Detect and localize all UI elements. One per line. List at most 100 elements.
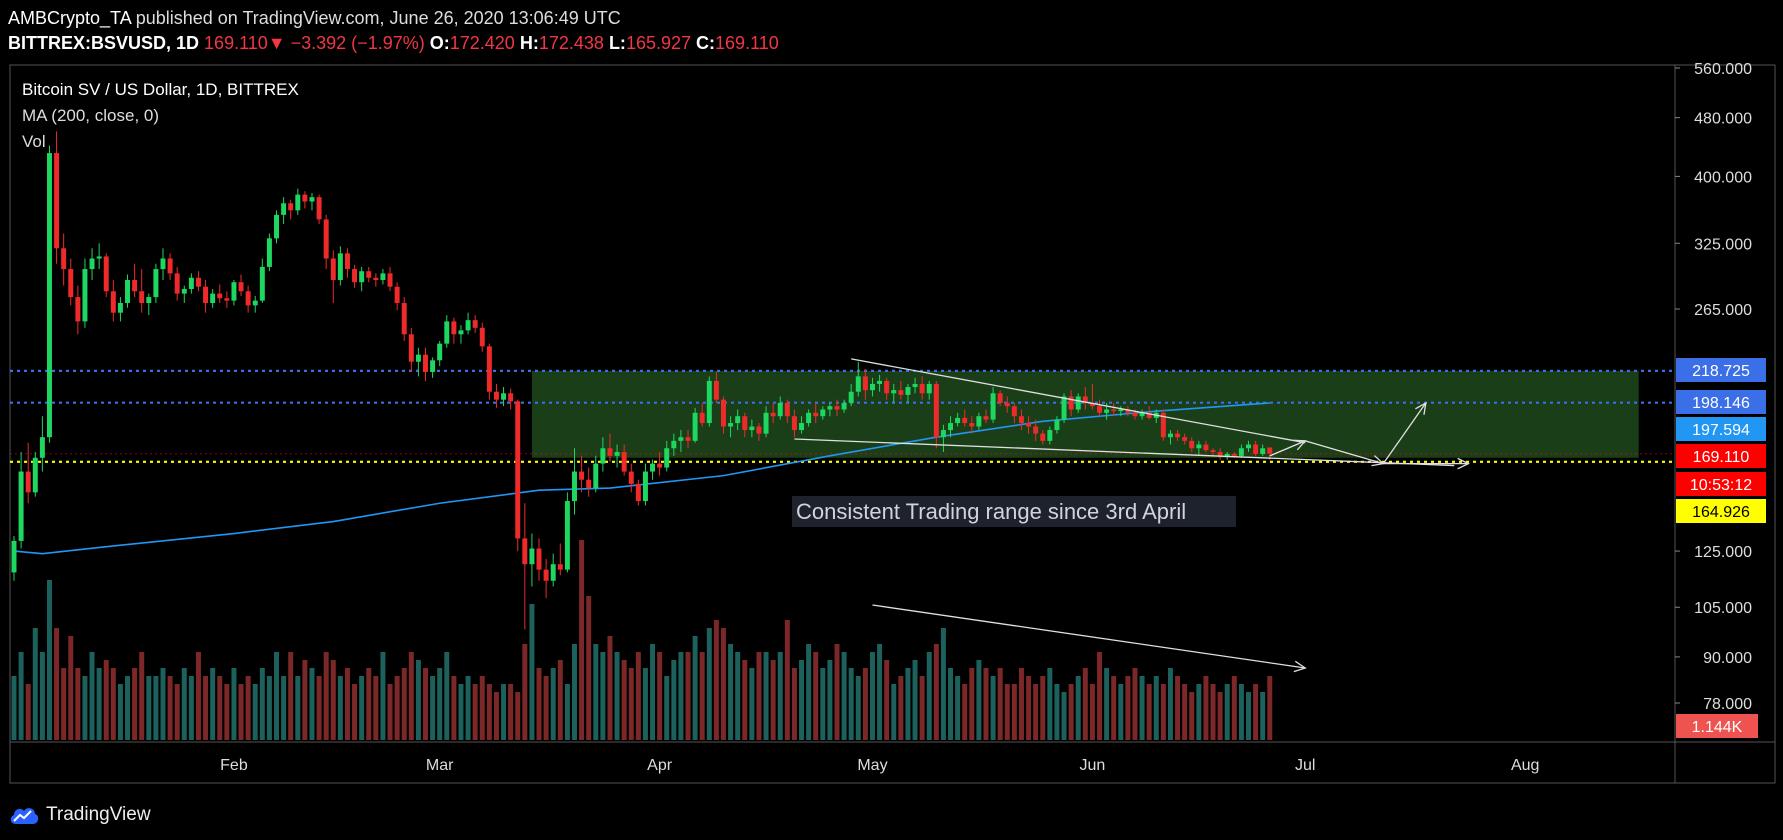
volume-bar	[352, 684, 358, 740]
price-label-1: 198.146	[1692, 395, 1750, 412]
candle-body	[238, 282, 244, 292]
trading-range-zone[interactable]	[531, 370, 1639, 458]
candle-body	[1210, 450, 1216, 453]
legend-ma[interactable]: MA (200, close, 0)	[22, 106, 159, 125]
candle	[146, 293, 152, 316]
candle	[295, 188, 301, 215]
legend-vol[interactable]: Vol	[22, 132, 46, 151]
volume-bar	[203, 676, 209, 740]
volume-bar	[536, 668, 542, 740]
volume-bar	[1097, 652, 1102, 740]
candle-body	[125, 279, 131, 304]
symbol-label[interactable]: BITTREX:BSVUSD, 1D	[8, 33, 200, 53]
candle	[564, 492, 570, 573]
candle-body	[1260, 448, 1266, 454]
open-value: 172.420	[449, 33, 515, 53]
volume-bar	[1111, 676, 1117, 740]
candle	[316, 194, 322, 225]
volume-bar	[706, 628, 712, 740]
candle	[1196, 440, 1202, 456]
price-tick-label: 400.000	[1694, 169, 1752, 186]
volume-bar	[1196, 684, 1202, 740]
candle-body	[905, 387, 911, 395]
tradingview-brand[interactable]: TradingView	[46, 804, 151, 825]
volume-bar	[32, 628, 38, 740]
volume-bar	[387, 684, 393, 740]
candle	[557, 543, 563, 576]
volume-bar	[18, 652, 24, 740]
time-tick-label: Apr	[647, 757, 673, 774]
candle	[252, 295, 258, 313]
annotation-box[interactable]: Consistent Trading range since 3rd April	[792, 496, 1236, 527]
volume-bar	[359, 676, 365, 740]
candle-body	[586, 479, 592, 489]
price-chart[interactable]: 560.000 480.000 400.000 325.000 265.000 125.0…	[0, 0, 1783, 800]
candle	[423, 347, 428, 381]
candle-body	[323, 219, 329, 259]
candle-body	[1068, 396, 1074, 410]
candle	[770, 402, 776, 424]
candle-body	[1217, 452, 1223, 456]
candle	[713, 371, 719, 403]
candle	[1082, 387, 1088, 410]
candle-body	[1061, 396, 1067, 420]
volume-bar	[664, 676, 670, 740]
candle-body	[536, 548, 542, 570]
volume-bar	[46, 580, 52, 740]
candle	[579, 455, 585, 493]
candle-body	[1004, 402, 1010, 407]
volume-bar	[749, 668, 755, 740]
chart-header: AMBCrypto_TA published on TradingView.co…	[8, 6, 1775, 56]
candle	[763, 406, 769, 438]
candle-body	[820, 409, 826, 417]
candle-body	[103, 256, 109, 292]
candle	[940, 424, 946, 453]
candle	[117, 297, 123, 322]
volume-bar	[1203, 676, 1209, 740]
last-price: 169.110	[204, 33, 268, 53]
volume-bar	[756, 652, 762, 740]
trendline-4-head	[1415, 401, 1427, 415]
volume-bar	[323, 652, 329, 740]
candle	[806, 409, 812, 427]
candle	[110, 279, 116, 322]
volume-bar	[493, 692, 499, 740]
volume-bar	[806, 644, 812, 740]
candle-body	[330, 258, 336, 280]
volume-bar	[451, 676, 457, 740]
price-axis[interactable]: 560.000 480.000 400.000 325.000 265.000 125.0…	[1675, 61, 1752, 713]
volume-bar	[862, 668, 868, 740]
candle	[472, 315, 478, 333]
candle-body	[117, 303, 123, 313]
candle	[458, 325, 464, 344]
candle-body	[486, 346, 492, 392]
candle	[217, 284, 223, 304]
open-label: O:	[429, 33, 450, 53]
candle	[529, 533, 535, 587]
volume-bar	[841, 652, 847, 740]
volume-bar	[607, 636, 613, 740]
candle	[955, 412, 961, 427]
volume-bar	[579, 540, 585, 740]
candle	[82, 258, 88, 328]
candle-body	[976, 416, 982, 427]
candle	[408, 327, 414, 372]
candle	[777, 396, 783, 420]
author-name[interactable]: AMBCrypto_TA	[8, 8, 131, 28]
candle-body	[657, 463, 663, 468]
candle-body	[983, 416, 989, 420]
candle-body	[1075, 396, 1081, 410]
price-tick-label: 90.000	[1703, 650, 1752, 667]
volume-bar	[181, 668, 187, 740]
candle-body	[75, 297, 81, 322]
candle	[905, 383, 911, 403]
volume-bar	[728, 644, 734, 740]
candle	[61, 233, 67, 286]
candle	[89, 248, 95, 280]
time-axis[interactable]: Feb Mar Apr May Jun Jul Aug	[220, 757, 1539, 774]
candle	[366, 266, 372, 283]
candle-body	[288, 203, 294, 211]
volume-bar	[401, 668, 407, 740]
trendlines[interactable]	[794, 358, 1470, 673]
volume-bar	[1217, 692, 1223, 740]
